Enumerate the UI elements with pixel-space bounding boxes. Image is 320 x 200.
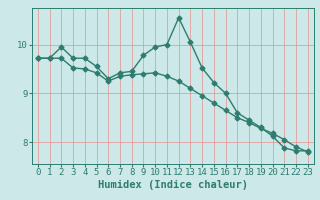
X-axis label: Humidex (Indice chaleur): Humidex (Indice chaleur) <box>98 180 248 190</box>
